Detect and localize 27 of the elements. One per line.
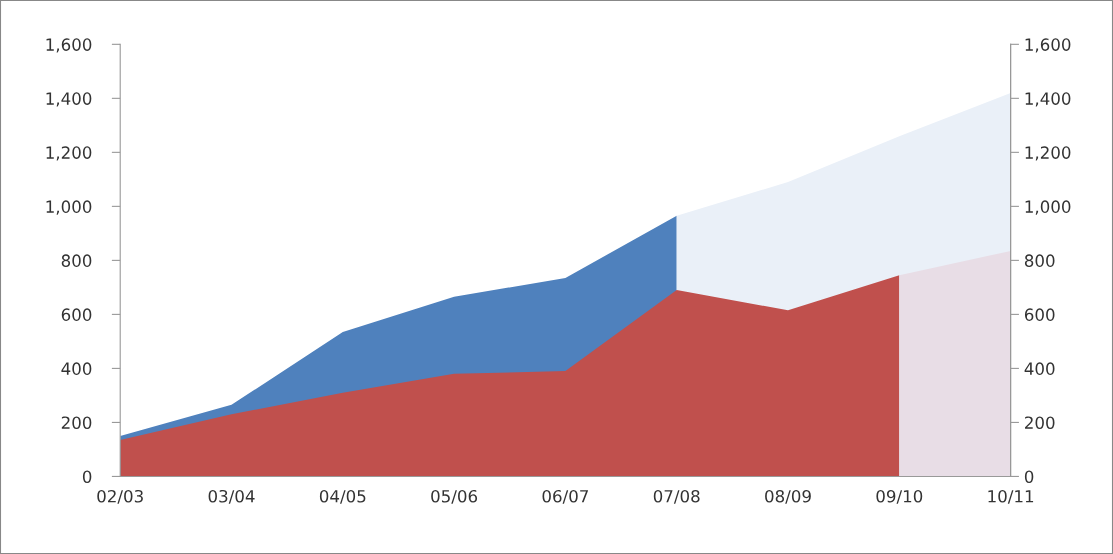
x-tick-label: 02/03 (97, 489, 143, 504)
x-tick-label: 07/08 (653, 489, 700, 504)
x-tick-label: 05/06 (431, 489, 478, 504)
y-tick-label: 1,600 (46, 38, 92, 53)
y2-tick-label: 400 (1024, 362, 1055, 375)
y2-tick-label: 1,400 (1025, 92, 1071, 107)
y-tick-label: 800 (61, 254, 92, 267)
x-tick-label: 08/09 (765, 489, 811, 504)
y-tick-label: 1,400 (46, 92, 92, 107)
y2-tick-label: 1,600 (1025, 38, 1071, 53)
y-tick-label: 1,000 (46, 200, 92, 215)
x-tick-label: 09/10 (876, 489, 923, 504)
y-tick-label: 400 (61, 362, 92, 375)
y-tick-label: 200 (61, 416, 92, 429)
x-tick-label: 10/11 (988, 489, 1034, 504)
y-tick-label: 600 (61, 308, 92, 321)
y2-tick-label: 600 (1024, 308, 1055, 321)
y-tick-label: 0 (82, 470, 92, 484)
x-tick-label: 03/04 (208, 489, 255, 504)
x-tick-label: 06/07 (542, 489, 588, 504)
y2-tick-label: 1,000 (1025, 200, 1071, 215)
y-tick-label: 1,200 (46, 146, 92, 161)
y2-tick-label: 0 (1024, 470, 1034, 484)
y2-tick-label: 800 (1024, 254, 1055, 267)
x-tick-label: 04/05 (319, 489, 366, 504)
y2-tick-label: 1,200 (1025, 146, 1071, 161)
y2-tick-label: 200 (1025, 416, 1055, 429)
